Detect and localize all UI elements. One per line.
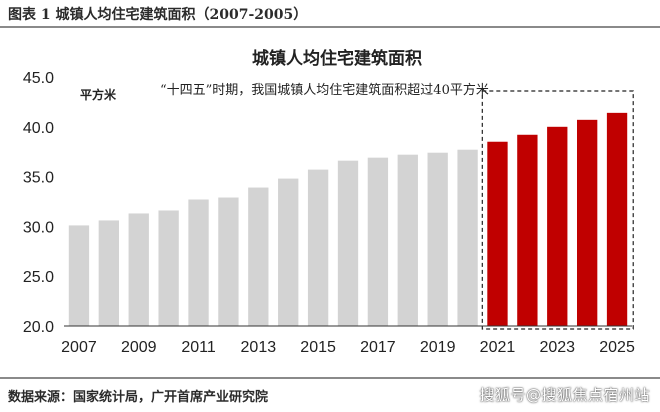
bar-2016 [337,160,359,326]
x-axis: 2007 2009 2011 2013 2015 2017 2019 2021 2023 2025 [61,339,635,356]
x-tick-label: 2017 [360,339,396,356]
y-tick-label: 25.0 [23,269,54,286]
x-tick-label: 2015 [300,339,336,356]
top-divider [0,26,660,28]
x-tick-label: 2025 [599,339,635,356]
bar-2021 [487,141,508,326]
x-tick-label: 2019 [420,339,456,356]
y-tick-label: 40.0 [23,120,54,137]
x-tick-label: 2011 [181,339,216,356]
y-tick-label: 20.0 [23,319,54,336]
bar-2010 [158,210,179,326]
bar-2014 [278,178,299,326]
bar-2018 [397,154,418,326]
bar-2012 [218,197,239,326]
projection-highlight-box [481,90,634,330]
bar-2023 [547,126,568,326]
bar-2007 [68,225,90,326]
bar-2008 [98,220,120,326]
bar-2009 [128,213,149,326]
bar-2025 [606,112,628,326]
bar-2017 [367,157,389,326]
bar-2022 [517,134,538,326]
bars-group [68,112,628,326]
bar-2024 [576,119,598,326]
data-source: 数据来源：国家统计局，广开首席产业研究院 [8,390,269,405]
x-tick-label: 2007 [61,339,97,356]
y-tick-label: 35.0 [23,170,54,187]
bar-2020 [457,149,478,326]
figure-caption: 图表 1 城镇人均住宅建筑面积（2007-2005） [8,7,308,23]
chart-annotation: “十四五”时期，我国城镇人均住宅建筑面积超过40平方米 [160,82,489,98]
bar-2013 [248,187,269,326]
bar-chart: 城镇人均住宅建筑面积 20.0 25.0 30.0 35.0 40.0 45.0 2007… [23,48,635,356]
bottom-divider [0,377,660,379]
y-unit-label: 平方米 [80,87,117,102]
bar-2011 [188,199,209,326]
x-tick-label: 2009 [121,339,157,356]
y-tick-label: 45.0 [23,70,54,87]
x-tick-label: 2021 [480,339,516,356]
y-axis: 20.0 25.0 30.0 35.0 40.0 45.0 [23,70,54,336]
x-tick-label: 2013 [241,339,277,356]
x-tick-label: 2023 [539,339,575,356]
y-tick-label: 30.0 [23,219,54,236]
watermark: 搜狐号@搜狐焦点宿州站 [479,386,650,404]
bar-2019 [427,152,448,326]
bar-2015 [307,169,329,326]
chart-title: 城镇人均住宅建筑面积 [252,48,422,69]
